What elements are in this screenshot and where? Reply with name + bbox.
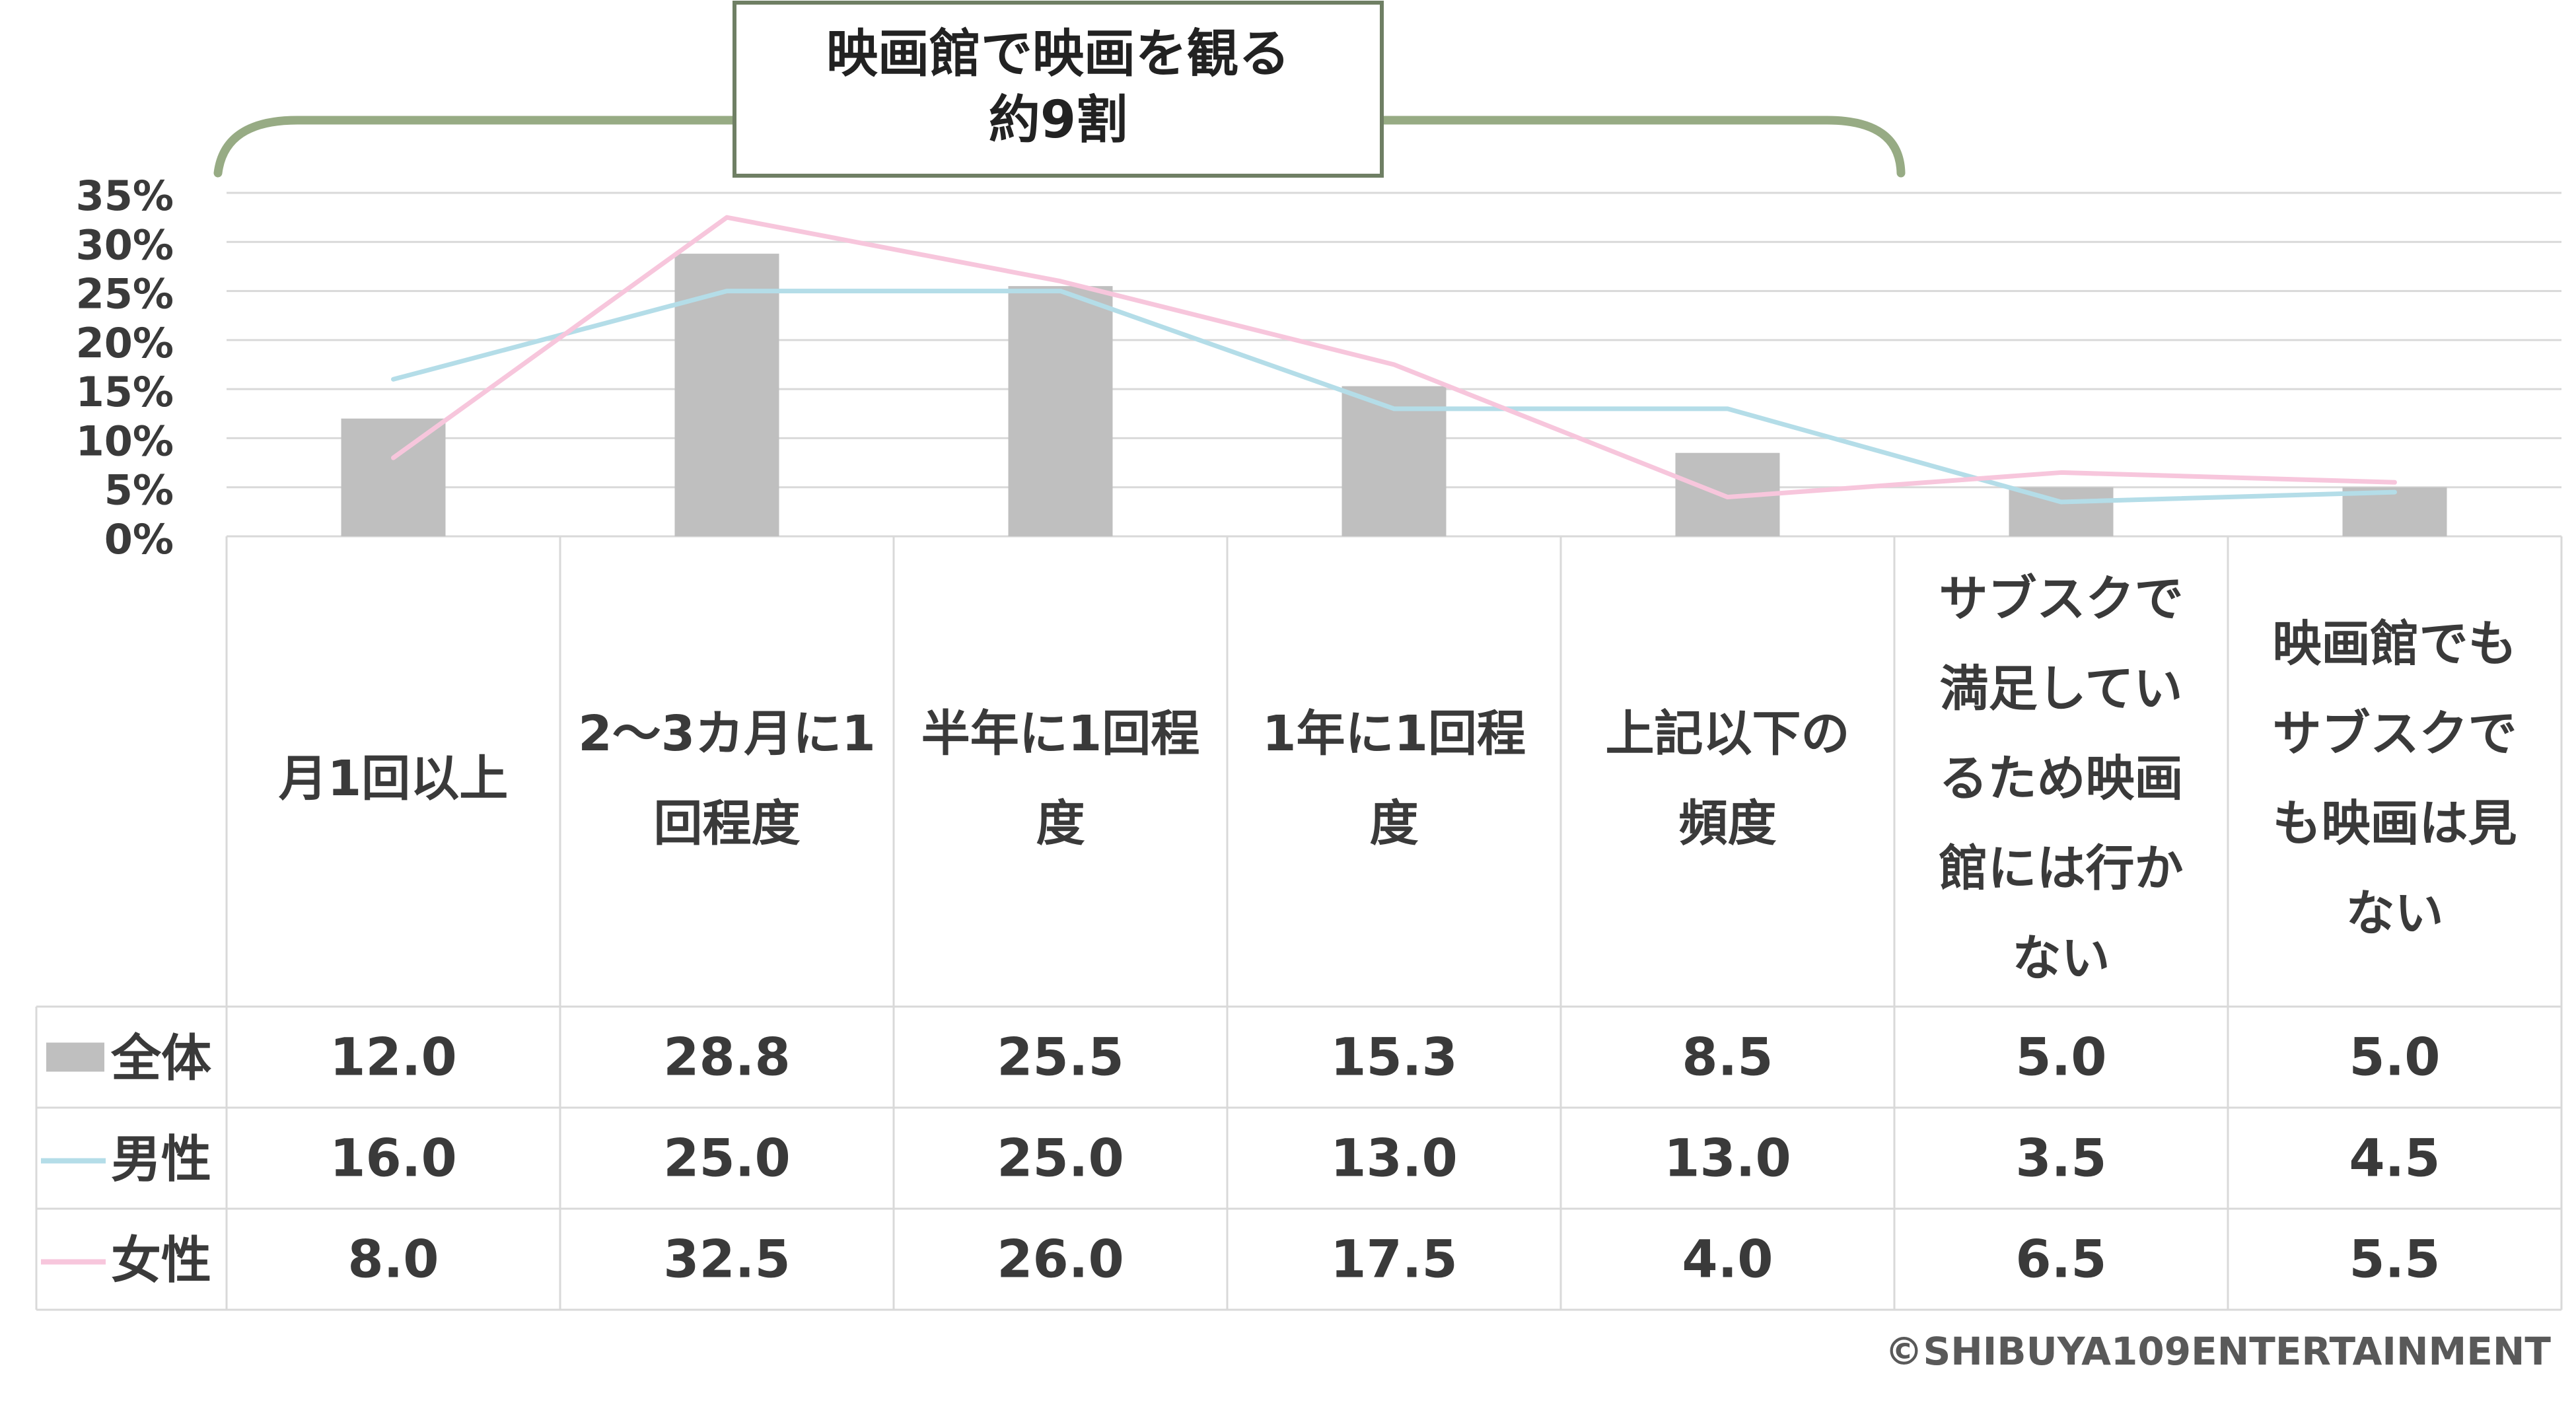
data-label: 6.5: [2015, 1230, 2106, 1290]
category-label: ない: [2013, 930, 2110, 987]
data-label: 5.0: [2349, 1028, 2440, 1088]
data-label: 17.5: [1330, 1230, 1457, 1290]
bar: [1342, 386, 1447, 536]
data-label: 5.5: [2349, 1230, 2440, 1290]
data-label: 26.0: [997, 1230, 1124, 1290]
annotation-text-line1: 映画館で映画を観る: [826, 24, 1290, 84]
data-label: 13.0: [1664, 1129, 1791, 1189]
bar: [2009, 487, 2114, 536]
category-label: 上記以下の: [1606, 705, 1850, 762]
data-label: 5.0: [2015, 1028, 2106, 1088]
legend-key-bar: [46, 1042, 104, 1072]
data-label: 8.5: [1682, 1028, 1773, 1088]
legend-label: 男性: [111, 1130, 211, 1189]
data-label: 13.0: [1330, 1129, 1457, 1189]
category-label: 頻度: [1679, 795, 1777, 852]
category-label: サブスクで: [1939, 571, 2184, 627]
category-label: 回程度: [654, 795, 801, 852]
y-tick-label: 15%: [76, 368, 174, 416]
category-label: も映画は見: [2273, 795, 2517, 852]
bracket-right: [1377, 116, 1906, 178]
data-label: 3.5: [2015, 1129, 2106, 1189]
data-label: 25.0: [663, 1129, 790, 1189]
y-tick-label: 35%: [76, 172, 174, 220]
bar: [674, 254, 779, 536]
data-label: 8.0: [347, 1230, 439, 1290]
data-label: 25.0: [997, 1129, 1124, 1189]
y-tick-label: 10%: [76, 417, 174, 465]
category-label: サブスクで: [2273, 705, 2517, 762]
annotation-text-line2: 約9割: [989, 90, 1127, 150]
data-label: 16.0: [330, 1129, 456, 1189]
legend-label: 全体: [110, 1029, 211, 1088]
series-line: [391, 215, 2397, 500]
y-tick-label: 5%: [104, 466, 174, 515]
category-label: 半年に1回程: [921, 705, 1200, 762]
category-label: 1年に1回程: [1262, 705, 1526, 762]
category-label: ない: [2346, 885, 2444, 942]
category-label: 2〜3カ月に1: [578, 705, 875, 762]
series-line: [391, 289, 2397, 505]
annotation-box: [733, 1, 1384, 178]
y-tick-label: 0%: [104, 515, 174, 563]
bar: [1008, 286, 1113, 536]
data-label: 12.0: [330, 1028, 456, 1088]
category-label: 満足してい: [1940, 660, 2183, 717]
copyright-text: ©SHIBUYA109ENTERTAINMENT: [1884, 1329, 2551, 1374]
bar: [341, 418, 446, 536]
data-label: 32.5: [663, 1230, 790, 1290]
y-tick-label: 20%: [76, 319, 174, 367]
category-label: 館には行か: [1939, 840, 2184, 897]
data-label: 28.8: [663, 1028, 790, 1088]
y-tick-label: 30%: [76, 221, 174, 269]
category-label: 月1回以上: [279, 750, 509, 807]
bracket-left: [213, 116, 739, 178]
data-label: 4.5: [2349, 1129, 2440, 1189]
data-label: 25.5: [997, 1028, 1124, 1088]
category-label: るため映画: [1939, 750, 2184, 807]
data-label: 4.0: [1682, 1230, 1773, 1290]
y-tick-label: 25%: [76, 270, 174, 318]
category-label: 度: [1036, 795, 1085, 852]
category-label: 度: [1370, 795, 1419, 852]
category-label: 映画館でも: [2273, 616, 2517, 672]
data-label: 15.3: [1330, 1028, 1457, 1088]
legend-label: 女性: [111, 1231, 211, 1290]
